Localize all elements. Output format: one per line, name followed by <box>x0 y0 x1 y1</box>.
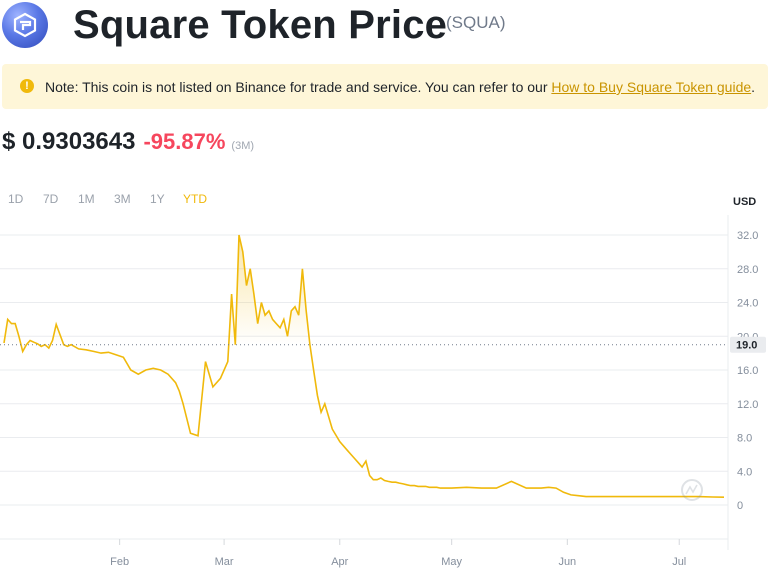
y-tick-label: 0 <box>737 500 743 512</box>
y-tick-label: 32.0 <box>737 230 758 242</box>
range-tab-1m[interactable]: 1M <box>78 192 95 206</box>
x-tick-label: Jun <box>558 556 576 568</box>
range-tab-7d[interactable]: 7D <box>43 192 59 206</box>
x-tick-label: May <box>441 556 462 568</box>
page-header: Square Token Price (SQUA) <box>0 0 783 52</box>
coin-symbol: (SQUA) <box>446 13 506 32</box>
y-tick-label: 24.0 <box>737 298 758 310</box>
x-tick-label: Jul <box>672 556 686 568</box>
x-tick-label: Apr <box>331 556 348 568</box>
chart-grid <box>0 215 729 550</box>
currency-label: USD <box>733 196 757 208</box>
alert-icon: ! <box>20 79 34 93</box>
square-token-logo <box>2 2 48 48</box>
square-token-logo-icon <box>13 12 37 38</box>
coinmarketcap-watermark-icon <box>681 479 703 501</box>
current-price-value: 19.0 <box>736 340 757 352</box>
change-period: (3M) <box>231 140 255 152</box>
x-tick-label: Mar <box>215 556 234 568</box>
notice-suffix: . <box>751 79 756 95</box>
y-tick-label: 8.0 <box>737 433 752 445</box>
notice-message: Note: This coin is not listed on Binance… <box>45 79 552 95</box>
page-title: Square Token Price <box>73 3 448 47</box>
x-axis: Feb Mar Apr May Jun Jul <box>110 539 686 568</box>
y-tick-label: 16.0 <box>737 365 758 377</box>
range-tab-1d[interactable]: 1D <box>8 192 24 206</box>
range-tab-1y[interactable]: 1Y <box>150 192 165 206</box>
y-tick-label: 28.0 <box>737 264 758 276</box>
current-price: $ 0.9303643 <box>2 128 136 155</box>
y-tick-label: 12.0 <box>737 399 758 411</box>
price-chart[interactable]: 04.08.012.016.020.024.028.032.0 FebMarAp… <box>0 215 783 575</box>
y-axis: 04.08.012.016.020.024.028.032.0 <box>737 230 758 512</box>
price-line <box>3 234 725 498</box>
price-summary: $ 0.9303643 -95.87% (3M) <box>2 128 254 164</box>
range-tab-ytd[interactable]: YTD <box>183 192 207 206</box>
current-price-badge: 19.0 <box>730 336 766 353</box>
y-tick-label: 4.0 <box>737 466 752 478</box>
price-area <box>4 235 724 345</box>
x-tick-label: Feb <box>110 556 129 568</box>
notice-banner: ! Note: This coin is not listed on Binan… <box>2 64 768 109</box>
notice-text: Note: This coin is not listed on Binance… <box>45 78 755 96</box>
how-to-buy-link[interactable]: How to Buy Square Token guide <box>551 79 752 95</box>
range-tab-3m[interactable]: 3M <box>114 192 131 206</box>
price-change: -95.87% <box>143 129 226 154</box>
